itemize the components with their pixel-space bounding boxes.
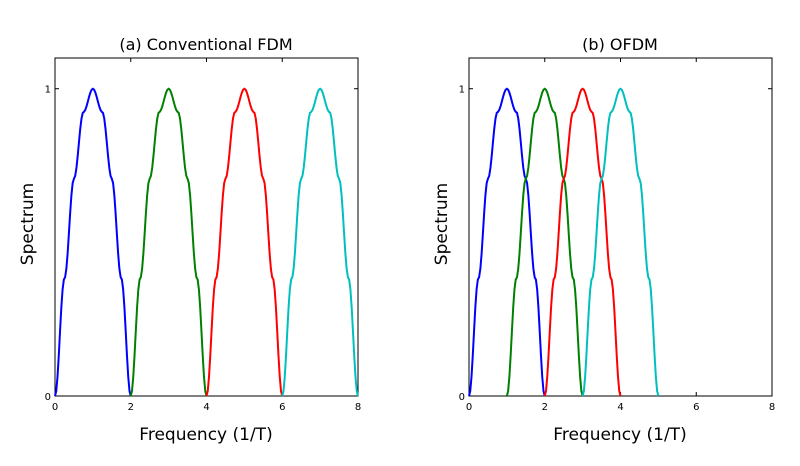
y-tick-label: 0 — [45, 392, 51, 403]
series-line-2 — [505, 87, 584, 397]
y-tick-label: 1 — [45, 85, 51, 96]
series-line-3 — [543, 87, 622, 397]
series-line-4 — [281, 87, 359, 397]
series-line-1 — [468, 87, 546, 397]
x-tick-label: 8 — [355, 402, 361, 413]
x-tick-label: 2 — [542, 402, 548, 413]
series-group — [468, 87, 660, 397]
y-tick-label: 0 — [459, 392, 465, 403]
series-line-4 — [581, 87, 660, 397]
series-line-2 — [129, 87, 208, 397]
series-line-3 — [205, 87, 284, 397]
chart-panel-ofdm: (b) OFDM Frequency (1/T) Spectrum 0 2 4 6 8 0… — [432, 35, 775, 445]
x-axis-label: Frequency (1/T) — [553, 425, 686, 445]
y-axis-label: Spectrum — [18, 183, 38, 265]
series-group — [54, 87, 359, 397]
x-tick-label: 6 — [693, 402, 699, 413]
x-tick-label: 8 — [769, 402, 775, 413]
x-tick-label: 0 — [52, 402, 58, 413]
y-axis-label: Spectrum — [432, 183, 452, 265]
chart-title: (b) OFDM — [582, 35, 658, 54]
x-tick-label: 2 — [128, 402, 134, 413]
series-line-1 — [54, 87, 132, 397]
chart-title: (a) Conventional FDM — [119, 35, 292, 54]
y-tick-label: 1 — [459, 85, 465, 96]
x-tick-label: 6 — [279, 402, 285, 413]
x-axis-label: Frequency (1/T) — [139, 425, 272, 445]
x-tick-label: 0 — [466, 402, 472, 413]
chart-panel-conventional-fdm: (a) Conventional FDM Frequency (1/T) Spe… — [18, 35, 361, 445]
x-tick-label: 4 — [203, 402, 209, 413]
x-tick-label: 4 — [617, 402, 623, 413]
